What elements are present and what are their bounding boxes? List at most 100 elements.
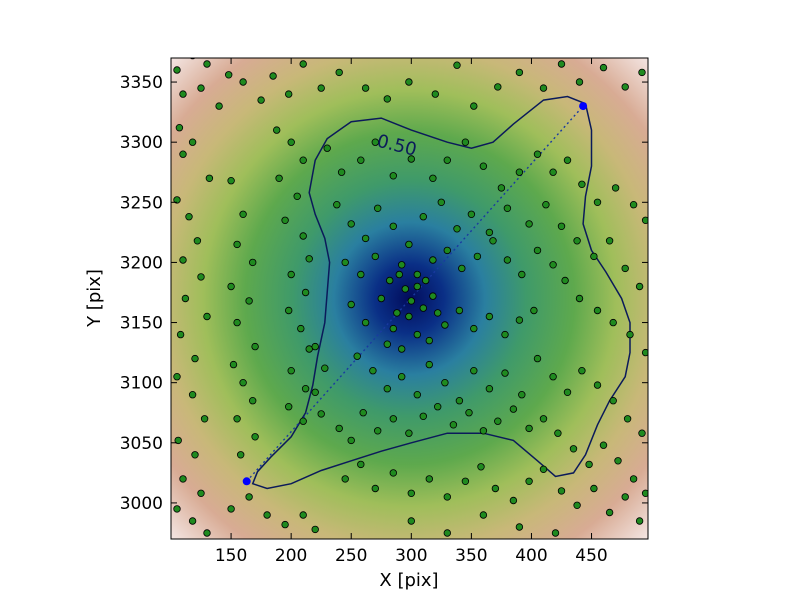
scatter-point <box>549 373 557 381</box>
scatter-point <box>578 367 586 375</box>
scatter-point <box>193 237 202 245</box>
scatter-point <box>173 505 181 513</box>
scatter-point <box>323 144 331 152</box>
scatter-point <box>473 252 482 261</box>
scatter-point <box>281 216 289 224</box>
scatter-point <box>437 198 445 206</box>
scatter-point <box>431 90 439 98</box>
y-tick-label: 3300 <box>120 133 163 153</box>
scatter-point <box>405 429 413 437</box>
scatter-point <box>590 252 598 261</box>
scatter-point <box>361 84 370 92</box>
scatter-point <box>245 297 253 305</box>
scatter-point <box>188 517 197 525</box>
scatter-point <box>299 232 307 240</box>
scatter-point <box>551 529 560 537</box>
scatter-point <box>491 484 500 493</box>
scatter-point <box>179 475 187 483</box>
scatter-point <box>269 72 277 80</box>
scatter-point <box>299 511 307 519</box>
scatter-point <box>465 409 473 417</box>
x-tick-label: 450 <box>575 546 607 566</box>
scatter-point <box>525 477 533 485</box>
scatter-point <box>485 385 494 393</box>
scatter-point <box>374 427 382 435</box>
scatter-point <box>285 403 293 411</box>
scatter-point <box>629 200 638 209</box>
scatter-point <box>341 475 349 483</box>
scatter-point <box>191 354 199 363</box>
scatter-point <box>557 487 566 495</box>
scatter-point <box>287 270 295 279</box>
scatter-point <box>621 493 629 501</box>
plot-area: 0.50 <box>170 57 649 540</box>
scatter-point <box>357 156 365 164</box>
scatter-point <box>224 71 233 79</box>
scatter-point <box>389 469 397 477</box>
scatter-point <box>578 180 586 188</box>
x-tick-label: 350 <box>455 546 487 566</box>
y-tick-label: 3100 <box>120 374 163 394</box>
scatter-point <box>494 417 502 425</box>
scatter-point <box>176 330 185 339</box>
scatter-point <box>561 276 569 285</box>
scatter-point <box>458 264 466 273</box>
scatter-point <box>405 78 413 86</box>
scatter-point <box>179 256 187 264</box>
scatter-point <box>453 61 461 69</box>
scatter-point <box>425 336 433 345</box>
scatter-point <box>335 68 343 77</box>
scatter-point <box>563 156 572 164</box>
plot-frame <box>170 57 649 540</box>
scatter-point <box>200 415 209 423</box>
scatter-point <box>398 261 406 269</box>
scatter-point <box>233 240 241 249</box>
scatter-point <box>233 415 241 423</box>
scatter-point <box>443 529 451 537</box>
y-tick-label: 3150 <box>120 314 163 334</box>
scatter-point <box>377 294 385 303</box>
scatter-point <box>449 421 458 429</box>
scatter-point <box>285 90 293 98</box>
scatter-point <box>203 60 211 68</box>
scatter-point <box>175 123 184 132</box>
scatter-point <box>479 427 488 435</box>
diagonal-dotted-line <box>246 105 584 482</box>
scatter-point <box>181 294 190 303</box>
scatter-point <box>236 451 245 459</box>
x-tick-label: 200 <box>275 546 307 566</box>
scatter-point <box>533 150 542 158</box>
scatter-point <box>287 138 295 146</box>
scatter-point <box>361 318 370 327</box>
scatter-point <box>609 397 617 405</box>
scatter-point <box>275 174 283 182</box>
scatter-point <box>357 270 365 279</box>
y-tick-label: 3200 <box>120 253 163 273</box>
scatter-point <box>455 397 464 405</box>
x-tick-label: 250 <box>335 546 367 566</box>
scatter-point <box>263 511 271 519</box>
scatter-point <box>575 78 584 86</box>
scatter-point <box>335 424 343 433</box>
scatter-point <box>251 433 259 441</box>
scatter-point <box>422 276 430 285</box>
scatter-point <box>429 174 437 182</box>
scatter-point <box>623 415 632 423</box>
scatter-point <box>398 345 406 353</box>
y-tick-label: 3250 <box>120 193 163 213</box>
scatter-point <box>299 60 307 68</box>
y-tick-label: 3000 <box>120 494 163 514</box>
scatter-point <box>311 525 319 534</box>
scatter-point <box>407 297 415 305</box>
scatter-point <box>395 270 403 279</box>
scatter-point <box>239 210 247 218</box>
scatter-point <box>347 300 355 309</box>
scatter-point <box>317 84 325 92</box>
scatter-point <box>227 282 235 291</box>
scatter-point <box>389 172 397 180</box>
scatter-point <box>573 237 581 245</box>
scatter-point <box>503 204 512 212</box>
scatter-point <box>503 256 512 264</box>
scatter-point <box>525 220 533 228</box>
scatter-point <box>563 388 572 396</box>
